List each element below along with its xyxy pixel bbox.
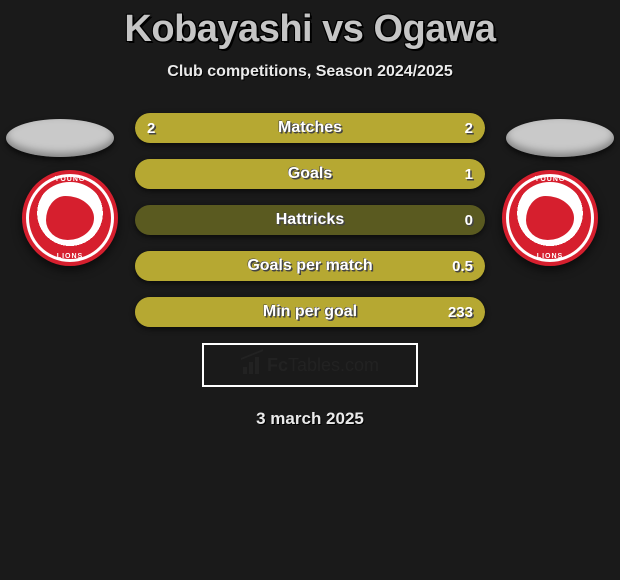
brand-text: FcTables.com bbox=[267, 355, 379, 376]
stat-pill bbox=[135, 251, 485, 281]
stat-fill-left bbox=[135, 113, 310, 143]
stats-rows: 22Matches1Goals0Hattricks0.5Goals per ma… bbox=[0, 113, 620, 327]
stat-row: 22Matches bbox=[135, 113, 485, 143]
stat-value-right: 2 bbox=[465, 113, 473, 143]
subtitle: Club competitions, Season 2024/2025 bbox=[0, 63, 620, 81]
stat-pill bbox=[135, 113, 485, 143]
stat-value-right: 0.5 bbox=[452, 251, 473, 281]
stat-value-right: 0 bbox=[465, 205, 473, 235]
stat-value-right: 233 bbox=[448, 297, 473, 327]
generated-date: 3 march 2025 bbox=[0, 409, 620, 429]
stat-fill-right bbox=[135, 159, 485, 189]
stat-fill-right bbox=[135, 297, 485, 327]
brand-box[interactable]: FcTables.com bbox=[202, 343, 418, 387]
stat-value-right: 1 bbox=[465, 159, 473, 189]
page-title: Kobayashi vs Ogawa bbox=[0, 0, 620, 51]
stat-pill bbox=[135, 159, 485, 189]
stat-fill-right bbox=[135, 251, 485, 281]
stat-row: 0.5Goals per match bbox=[135, 251, 485, 281]
brand-chart-icon bbox=[241, 356, 263, 374]
stat-row: 1Goals bbox=[135, 159, 485, 189]
stat-pill bbox=[135, 297, 485, 327]
stat-row: 233Min per goal bbox=[135, 297, 485, 327]
stat-value-left: 2 bbox=[147, 113, 155, 143]
stat-fill-right bbox=[310, 113, 485, 143]
stat-pill bbox=[135, 205, 485, 235]
stat-row: 0Hattricks bbox=[135, 205, 485, 235]
